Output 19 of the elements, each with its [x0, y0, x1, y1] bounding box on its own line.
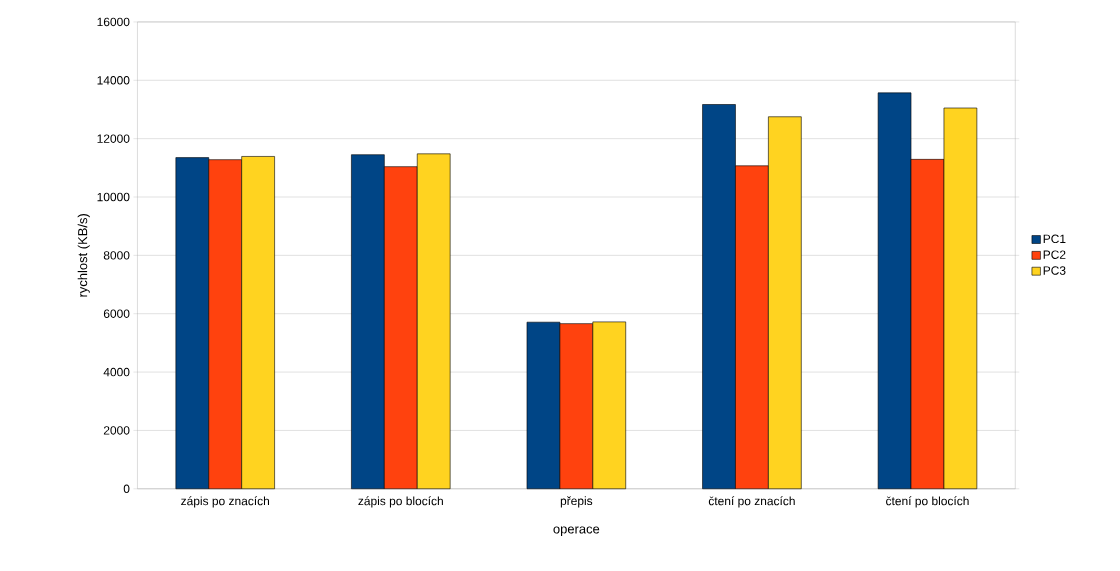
y-tick-label: 6000 [103, 309, 130, 319]
y-tick-label: 4000 [103, 368, 130, 377]
y-axis-title: rychlost (KB/s) [77, 214, 90, 297]
y-tick-label: 8000 [103, 251, 130, 260]
y-tick-label: 0 [123, 484, 130, 494]
x-tick-label: zápis po znacích [181, 496, 270, 508]
x-axis-title: operace [553, 526, 600, 537]
x-tick-label: přepis [560, 496, 593, 508]
x-tick-label: zápis po blocích [358, 496, 443, 508]
legend-label: PC3 [1043, 266, 1066, 275]
x-tick-label: čtení po blocích [886, 496, 969, 508]
x-tick-label: čtení po znacích [708, 496, 795, 508]
legend-label: PC2 [1043, 250, 1066, 260]
y-tick-label: 12000 [97, 134, 130, 144]
y-tick-label: 14000 [97, 76, 130, 85]
y-tick-label: 16000 [97, 17, 130, 27]
legend-label: PC1 [1043, 234, 1066, 244]
y-tick-label: 10000 [97, 192, 130, 202]
y-tick-label: 2000 [103, 426, 130, 435]
